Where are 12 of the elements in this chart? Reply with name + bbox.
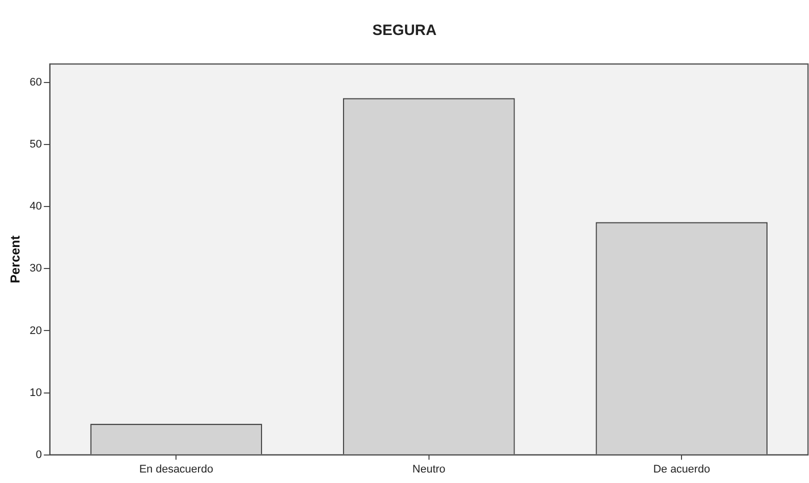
- y-tick-label: 60: [30, 76, 42, 89]
- y-tick-label: 50: [30, 138, 42, 151]
- x-tick-label: Neutro: [412, 463, 446, 476]
- x-tick-label: En desacuerdo: [139, 463, 214, 476]
- y-tick-label: 10: [30, 386, 42, 399]
- chart-title: SEGURA: [371, 22, 438, 39]
- x-tick-label: De acuerdo: [653, 463, 710, 476]
- y-tick-label: 0: [36, 448, 42, 461]
- y-axis-title: Percent: [7, 234, 22, 284]
- y-tick-label: 30: [30, 262, 42, 275]
- y-tick-label: 20: [30, 324, 42, 337]
- y-tick-label: 40: [30, 200, 42, 213]
